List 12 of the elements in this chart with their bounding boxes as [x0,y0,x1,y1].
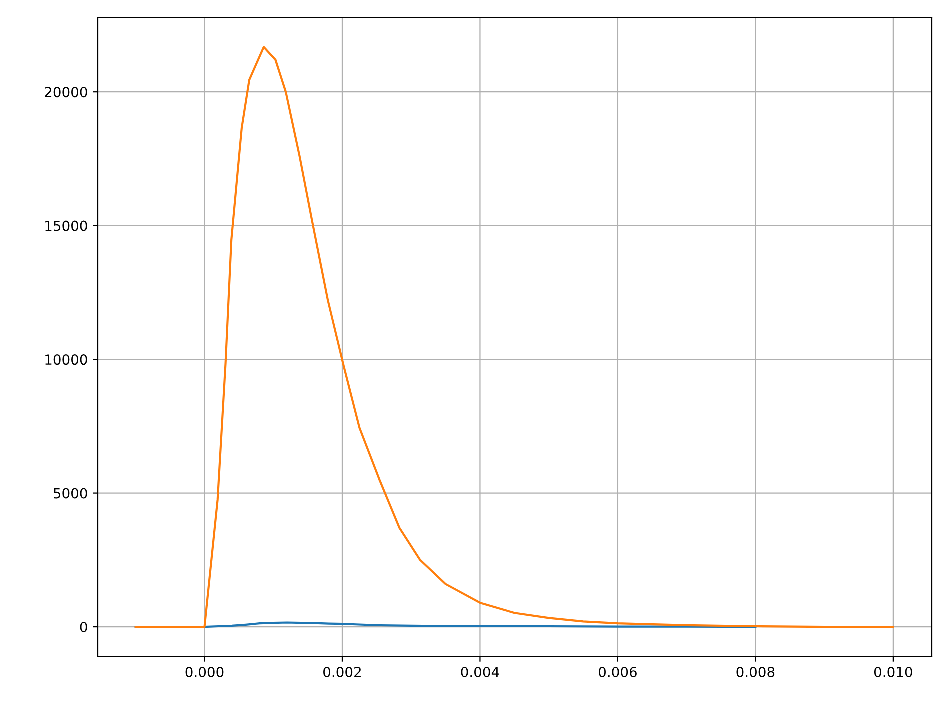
x-tick-label: 0.000 [186,666,224,678]
x-tick-label: 0.006 [598,666,637,678]
x-tick-label: 0.010 [874,666,912,678]
y-tick-label: 5000 [54,488,88,499]
x-tick-label: 0.008 [736,666,775,678]
y-tick-label: 10000 [46,354,88,366]
y-tick-label: 20000 [45,87,88,98]
x-tick-label: 0.002 [324,666,361,678]
y-tick-label: 0 [80,622,88,633]
y-tick-label: 15000 [46,220,88,232]
x-tick-label: 0.004 [461,666,500,678]
line-series [134,46,894,628]
